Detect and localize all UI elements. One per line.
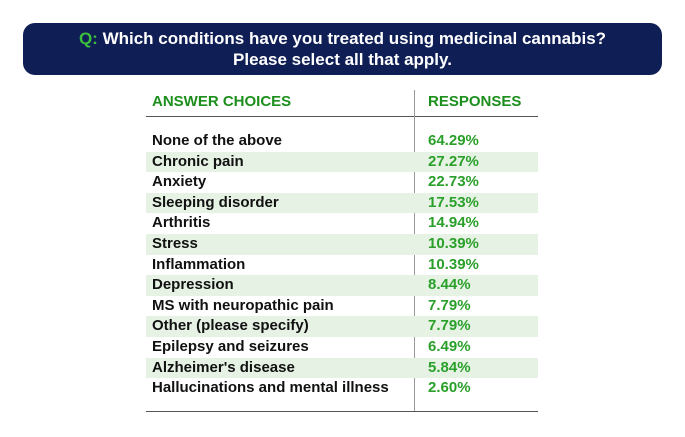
answer-choice-label: Inflammation — [152, 255, 246, 273]
header-answer-choices: ANSWER CHOICES — [152, 93, 292, 110]
table-row: Anxiety 22.73% — [146, 172, 538, 193]
question-prefix: Q: — [78, 29, 98, 48]
answer-choice-label: Alzheimer's disease — [152, 358, 295, 376]
response-value: 5.84% — [428, 358, 471, 376]
answer-choice-label: Chronic pain — [152, 152, 244, 170]
table-row: Alzheimer's disease 5.84% — [146, 357, 538, 379]
table-row: None of the above 64.29% — [146, 131, 538, 152]
answer-choice-label: Arthritis — [152, 214, 211, 232]
response-value: 10.39% — [428, 255, 479, 273]
table-row: MS with neuropathic pain 7.79% — [146, 296, 538, 317]
table-row: Hallucinations and mental illness 2.60% — [146, 378, 538, 399]
response-value: 10.39% — [428, 234, 479, 252]
table-row: Epilepsy and seizures 6.49% — [146, 337, 538, 358]
table-row: Arthritis 14.94% — [146, 213, 538, 234]
table-row: Stress 10.39% — [146, 233, 538, 255]
response-value: 17.53% — [428, 193, 479, 211]
response-value: 22.73% — [428, 173, 479, 191]
question-line-2: Please select all that apply. — [233, 50, 452, 69]
response-value: 7.79% — [428, 317, 471, 335]
table-row: Sleeping disorder 17.53% — [146, 192, 538, 214]
answer-choice-label: Epilepsy and seizures — [152, 337, 309, 355]
answer-choice-label: Other (please specify) — [152, 317, 309, 335]
header-responses: RESPONSES — [428, 93, 522, 110]
question-text: Which conditions have you treated using … — [102, 29, 607, 48]
table-row: Other (please specify) 7.79% — [146, 316, 538, 337]
answer-choice-label: Sleeping disorder — [152, 193, 279, 211]
answer-choice-label: None of the above — [152, 132, 283, 149]
question-line-1: Q: Which conditions have you treated usi… — [79, 28, 606, 49]
response-value: 6.49% — [428, 337, 471, 355]
response-value: 64.29% — [428, 132, 479, 149]
response-value: 27.27% — [428, 152, 479, 170]
answer-choice-label: MS with neuropathic pain — [152, 296, 334, 314]
answer-choice-label: Anxiety — [152, 173, 207, 191]
answer-choice-label: Stress — [152, 234, 198, 252]
table-row: Chronic pain 27.27% — [146, 151, 538, 173]
table-header: ANSWER CHOICES RESPONSES — [146, 90, 538, 117]
table-row: Depression 8.44% — [146, 275, 538, 296]
table-bottom-rule — [146, 411, 538, 412]
response-value: 2.60% — [428, 379, 471, 397]
question-banner: Q: Which conditions have you treated usi… — [23, 23, 662, 75]
results-table: ANSWER CHOICES RESPONSES None of the abo… — [146, 90, 538, 412]
table-row: Inflammation 10.39% — [146, 255, 538, 276]
table-body: None of the above 64.29% Chronic pain 27.27… — [146, 131, 538, 399]
answer-choice-label: Depression — [152, 276, 234, 294]
answer-choice-label: Hallucinations and mental illness — [152, 379, 389, 397]
response-value: 8.44% — [428, 276, 471, 294]
response-value: 14.94% — [428, 214, 479, 232]
response-value: 7.79% — [428, 296, 471, 314]
